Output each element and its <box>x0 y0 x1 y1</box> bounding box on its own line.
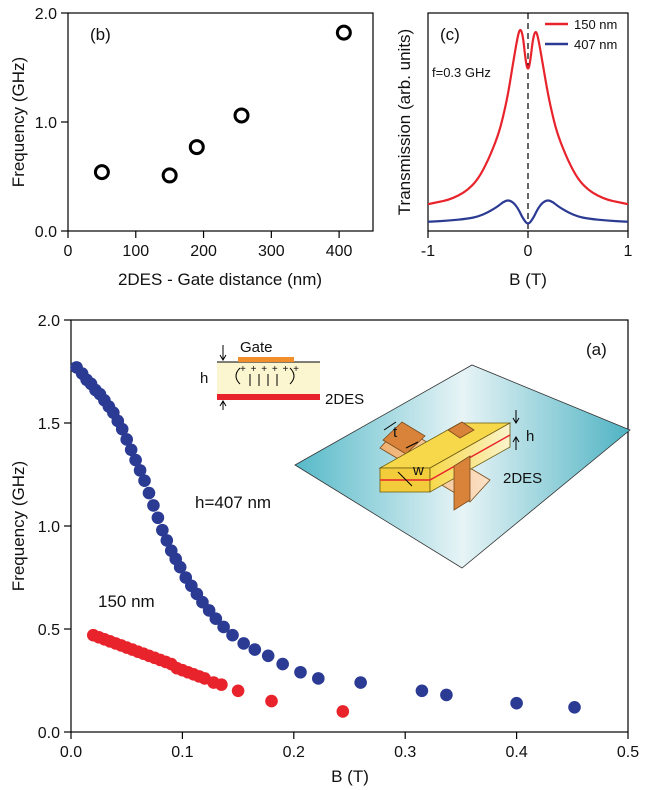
panel-c-series-0 <box>427 28 629 206</box>
panel-b-xtick-label: 300 <box>258 243 285 260</box>
panel-a-xtick-label: 0.4 <box>505 744 527 761</box>
panel-b-ytick-label: 1.0 <box>35 115 57 132</box>
panel-a-ytick-label: 1.0 <box>38 519 60 536</box>
panel-a-point-series-0 <box>354 676 367 689</box>
panel-a-frame <box>70 319 629 733</box>
panel-a-point-series-1 <box>265 694 278 708</box>
dimension-arrows <box>383 410 520 487</box>
panel-a-point-series-0 <box>294 665 307 679</box>
panel-c-xtick-label: 1 <box>624 243 633 260</box>
panel-a-ytick-label: 0.5 <box>38 622 60 639</box>
panel-c-annotation: f=0.3 GHz <box>432 65 491 80</box>
panel-a-ytick-label: 2.0 <box>38 313 60 330</box>
panel-a-point-series-0 <box>138 474 151 487</box>
panel-a-ytick-label: 1.5 <box>38 416 60 433</box>
panel-c-xlabel: B (T) <box>509 270 547 289</box>
panel-a-point-series-0 <box>217 620 230 634</box>
h-label: h <box>200 370 208 387</box>
panel-c-line: (c) f=0.3 GHz 150 nm 407 nm -1 0 1 B (T) T… <box>395 12 633 289</box>
gate-over-mesa <box>447 421 475 439</box>
panel-b-xtick-label: 400 <box>326 243 353 260</box>
panel-a-point-series-0 <box>568 700 581 714</box>
panel-b-point <box>93 164 110 181</box>
twodes-label: 2DES <box>325 391 364 408</box>
twodes-layer <box>217 394 320 400</box>
panel-a-point-series-0 <box>147 499 160 512</box>
panel-a-point-series-0 <box>151 511 165 525</box>
panel-a-scatter: (a) 0.0 0.1 0.2 0.3 0.4 0.5 0.0 0.5 1.0 1.5 2.0 h… <box>9 313 639 786</box>
panel-b-ytick-label: 0.0 <box>35 224 57 241</box>
t-label: t <box>393 424 398 441</box>
panel-a-xtick-label: 0.3 <box>394 744 416 761</box>
w-label: w <box>412 462 424 479</box>
gate-charge-signs: + + + + + + <box>240 364 300 375</box>
legend-label-150nm: 150 nm <box>574 17 617 32</box>
panel-a-label: (a) <box>586 340 607 359</box>
panel-c-ylabel: Transmission (arb. units) <box>395 29 414 215</box>
panel-b-xtick-label: 0 <box>64 243 73 260</box>
panel-a-xtick-label: 0.1 <box>171 744 193 761</box>
panel-b-label: (b) <box>90 25 111 44</box>
panel-a-point-series-1 <box>215 678 228 691</box>
gate-schematic-inset: Gate + + + + + + h 2DES <box>200 339 364 410</box>
panel-a-point-series-0 <box>440 688 453 702</box>
panel-a-point-series-0 <box>142 486 156 500</box>
panel-a-xtick-label: 0.0 <box>60 744 82 761</box>
panel-b-point <box>233 107 250 124</box>
panel-b-point <box>188 139 205 156</box>
panel-c-series-1 <box>427 199 629 225</box>
panel-a-ytick-label: 0.0 <box>38 725 60 742</box>
panel-b-ytick-label: 2.0 <box>35 6 57 23</box>
panel-a-xtick-label: 0.2 <box>283 744 305 761</box>
panel-a-point-series-0 <box>237 637 250 650</box>
panel-a-point-series-1 <box>231 684 245 698</box>
panel-a-point-series-0 <box>156 523 169 537</box>
panel-b-xtick-label: 200 <box>190 243 217 260</box>
panel-b-point <box>335 24 352 41</box>
panel-a-point-series-0 <box>133 464 147 477</box>
series-label-150nm: 150 nm <box>98 592 155 611</box>
panel-a-point-series-0 <box>173 560 187 574</box>
device-perspective-inset: t w h 2DES <box>294 364 631 569</box>
panel-a-point-series-0 <box>129 453 142 467</box>
panel-b-ylabel: Frequency (GHz) <box>9 57 28 187</box>
field-lines <box>219 345 295 410</box>
panel-b-xlabel: 2DES - Gate distance (nm) <box>118 270 322 289</box>
panel-a-point-series-0 <box>248 643 262 656</box>
panel-c-xtick-label: 0 <box>524 243 533 260</box>
panel-a-point-series-0 <box>415 684 429 698</box>
panel-a-point-series-0 <box>209 612 223 625</box>
panel-a-point-series-0 <box>261 649 275 663</box>
panel-a-point-series-0 <box>120 433 133 446</box>
device-twodes-label: 2DES <box>503 470 542 487</box>
panel-c-xtick-label: -1 <box>421 243 435 260</box>
panel-a-point-series-0 <box>510 696 523 710</box>
panel-a-point-series-0 <box>226 628 239 642</box>
panel-a-xtick-label: 0.5 <box>617 744 639 761</box>
panel-a-ylabel: Frequency (GHz) <box>9 461 28 591</box>
device-h-label: h <box>526 428 534 445</box>
gate-label: Gate <box>240 339 273 356</box>
panel-a-point-series-0 <box>115 422 129 436</box>
panel-a-point-series-1 <box>336 705 350 718</box>
panel-b-frame <box>67 12 374 232</box>
gate-front-face <box>453 455 471 511</box>
series-label-407nm: h=407 nm <box>195 493 271 512</box>
panel-a-xlabel: B (T) <box>331 767 369 786</box>
panel-a-point-series-0 <box>276 657 289 671</box>
panel-a-point-series-0 <box>160 534 174 547</box>
panel-a-point-series-0 <box>124 443 138 457</box>
panel-a-point-series-0 <box>312 672 325 685</box>
panel-b-scatter: (b) 0 100 200 300 400 0.0 1.0 2.0 2DES - Gate … <box>9 6 374 289</box>
legend-label-407nm: 407 nm <box>574 37 617 52</box>
gate-strip-top <box>382 421 426 455</box>
panel-b-xtick-label: 100 <box>122 243 149 260</box>
panel-c-label: (c) <box>440 25 460 44</box>
panel-c-legend: 150 nm 407 nm <box>545 17 617 52</box>
gate-electrode <box>238 357 294 362</box>
panel-b-point <box>161 167 178 184</box>
